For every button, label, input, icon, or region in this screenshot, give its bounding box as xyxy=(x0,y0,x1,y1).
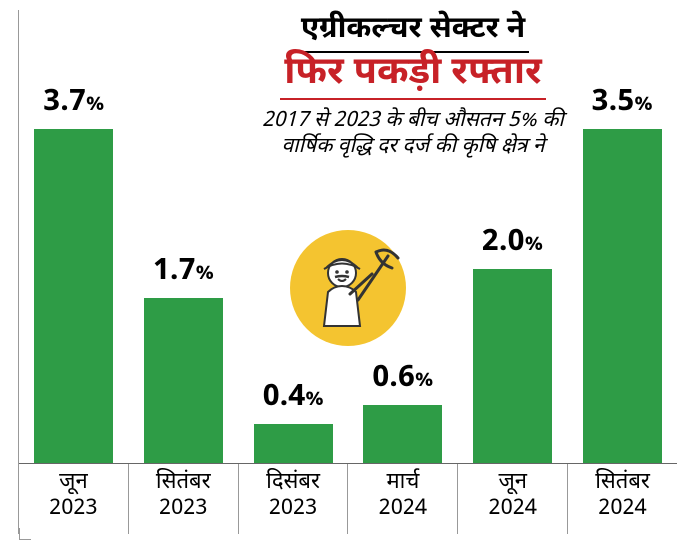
bar-value-label: 2.0% xyxy=(482,224,543,263)
bar-value-label: 0.6% xyxy=(372,360,433,399)
axis-row: जून2023सितंबर2023दिसंबर2023मार्च2024जून2… xyxy=(19,464,677,534)
bar xyxy=(34,129,113,463)
bar-value-label: 3.7% xyxy=(43,84,104,123)
axis-month: सितंबर xyxy=(595,470,650,496)
axis-label: जून2023 xyxy=(19,464,129,534)
axis-month: मार्च xyxy=(386,470,419,496)
axis-label: मार्च2024 xyxy=(348,464,458,534)
axis-year: 2024 xyxy=(379,496,428,522)
bar-slot: 3.7% xyxy=(19,84,129,463)
axis-label: सितंबर2024 xyxy=(568,464,677,534)
axis-year: 2023 xyxy=(159,496,208,522)
chart-title-line2: फिर पकड़ी रफ्तार xyxy=(280,53,546,101)
chart-area: एग्रीकल्चर सेक्टर ने फिर पकड़ी रफ्तार 20… xyxy=(18,10,677,534)
bar-value-label: 0.4% xyxy=(263,379,324,418)
bar-value-label: 1.7% xyxy=(153,253,214,292)
chart-title-line1: एग्रीकल्चर सेक्टर ने xyxy=(297,14,529,53)
bar xyxy=(583,129,662,463)
axis-year: 2023 xyxy=(49,496,98,522)
chart-subtitle: 2017 से 2023 के बीच औसतन 5% कीवार्षिक वृ… xyxy=(169,108,657,161)
axis-label: जून2024 xyxy=(458,464,568,534)
bar xyxy=(254,424,333,463)
bar xyxy=(473,269,552,463)
axis-year: 2024 xyxy=(488,496,537,522)
axis-year: 2024 xyxy=(598,496,647,522)
axis-month: जून xyxy=(498,470,527,496)
chart-title-block: एग्रीकल्चर सेक्टर ने फिर पकड़ी रफ्तार 20… xyxy=(169,14,657,161)
bar xyxy=(144,298,223,463)
axis-month: जून xyxy=(59,470,88,496)
axis-month: सितंबर xyxy=(156,470,211,496)
axis-label: दिसंबर2023 xyxy=(239,464,349,534)
axis-label: सितंबर2023 xyxy=(129,464,239,534)
axis-year: 2023 xyxy=(269,496,318,522)
farmer-icon xyxy=(288,228,408,348)
axis-month: दिसंबर xyxy=(266,470,320,496)
bar xyxy=(363,405,442,463)
